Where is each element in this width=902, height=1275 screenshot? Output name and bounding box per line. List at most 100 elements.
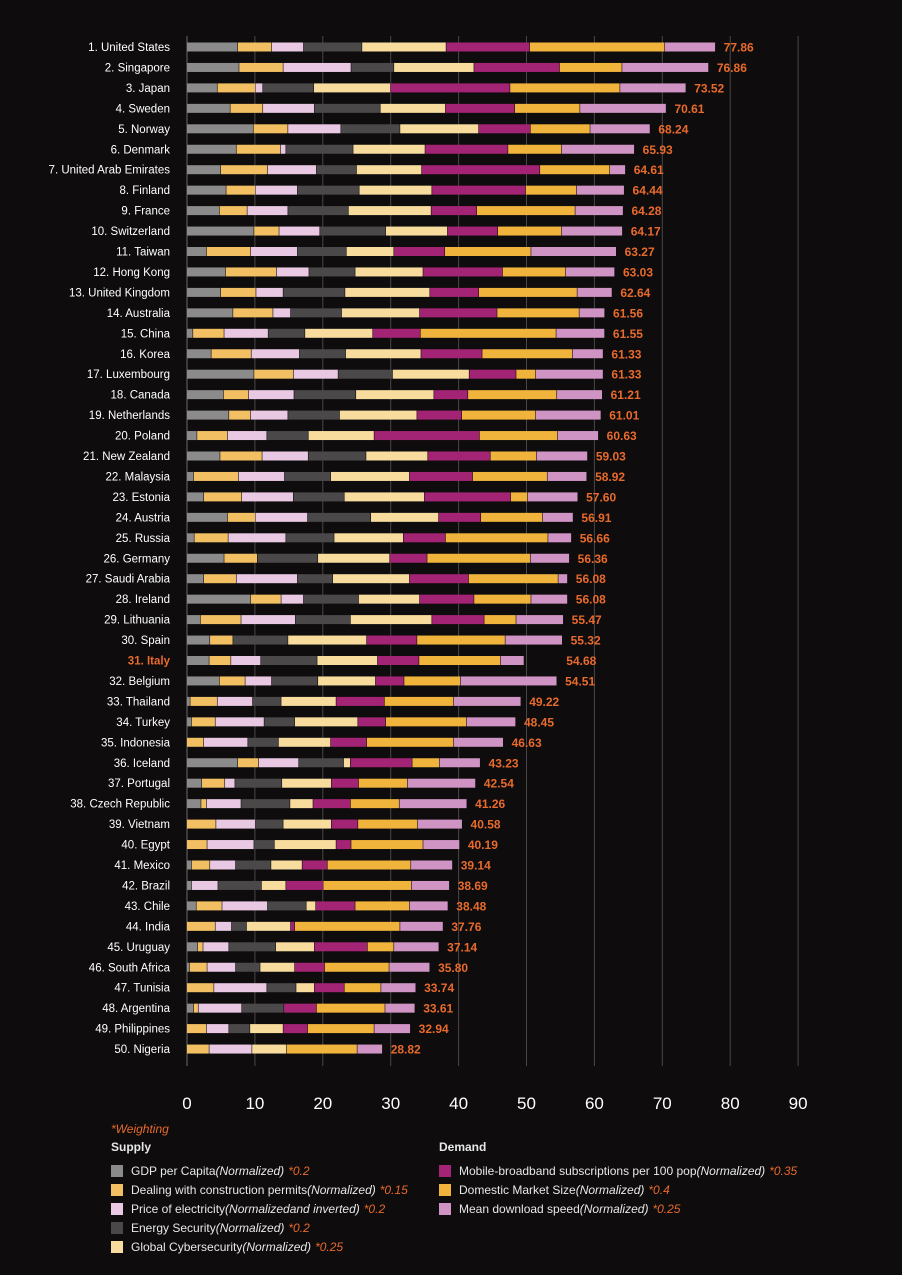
total-value-label: 35.80	[438, 961, 468, 975]
bar-segment	[216, 819, 255, 829]
bar-segment	[187, 451, 220, 461]
bar-segment	[307, 1024, 374, 1034]
category-label: 18. Canada	[111, 390, 171, 402]
bar-segment	[220, 165, 268, 175]
bar-segment	[281, 696, 336, 706]
bar-segment	[318, 676, 376, 686]
bar-segment	[314, 983, 344, 993]
bar-segment	[314, 103, 380, 113]
bar-segment	[514, 103, 580, 113]
bar-segment	[187, 615, 200, 625]
bar-segment	[481, 512, 543, 522]
bar-segment	[187, 390, 224, 400]
category-label: 43. Chile	[125, 901, 170, 913]
bar-segment	[313, 799, 351, 809]
bar-segment	[196, 901, 222, 911]
legend-item: Domestic Market Size (Normalized) *0.4	[439, 1180, 797, 1199]
bar-segment	[279, 226, 320, 236]
bar-segment	[231, 656, 261, 665]
bar-segment	[233, 308, 273, 318]
bar-segment	[290, 799, 313, 809]
bar-segment	[558, 574, 568, 584]
category-label: 31. Italy	[128, 656, 171, 668]
bar-segment	[358, 819, 418, 829]
total-value-label: 33.61	[423, 1002, 453, 1016]
bar-segment	[445, 533, 548, 543]
bar-segment	[572, 349, 603, 359]
bar-segment	[275, 942, 315, 952]
x-tick-label: 90	[789, 1094, 808, 1113]
legend-swatch	[111, 1183, 123, 1196]
bar-segment	[222, 901, 268, 911]
bar-segment	[353, 144, 425, 154]
bar-segment	[235, 860, 271, 870]
bar-segment	[421, 349, 482, 359]
bar-segment	[366, 737, 454, 747]
bar-segment	[316, 165, 357, 175]
bar-segment	[445, 247, 531, 256]
bar-segment	[293, 369, 338, 379]
total-value-label: 43.23	[489, 756, 519, 770]
bar-segment	[447, 226, 498, 236]
bar-segment	[358, 594, 420, 604]
bar-segment	[380, 103, 446, 113]
bar-segment	[308, 451, 366, 461]
total-value-label: 73.52	[694, 81, 724, 95]
bar-segment	[404, 676, 461, 686]
bar-segment	[305, 328, 373, 338]
category-label: 34. Turkey	[116, 717, 170, 729]
legend-weight: *0.25	[315, 1239, 344, 1254]
bar-row	[187, 390, 603, 400]
bar-segment	[453, 696, 521, 706]
total-value-label: 56.66	[580, 531, 610, 545]
bar-segment	[294, 921, 400, 931]
bar-row	[187, 942, 439, 952]
bar-segment	[446, 42, 530, 52]
bar-segment	[187, 799, 201, 809]
legend-item: Mean download speed (Normalized) *0.25	[439, 1199, 797, 1218]
bar-segment	[187, 717, 192, 727]
bar-segment	[394, 247, 445, 256]
bar-row	[187, 819, 462, 829]
bar-segment	[425, 144, 508, 154]
bar-segment	[314, 942, 368, 952]
bar-segment	[409, 471, 473, 481]
bar-segment	[297, 574, 333, 584]
bar-segment	[343, 758, 351, 768]
bar-segment	[187, 962, 190, 972]
bar-row	[187, 840, 460, 850]
bar-segment	[377, 656, 419, 665]
bar-segment	[286, 533, 334, 543]
category-label: 35. Indonesia	[101, 737, 171, 749]
bar-segment	[187, 410, 229, 420]
bar-row	[187, 737, 504, 747]
bar-segment	[207, 840, 254, 850]
total-value-label: 37.14	[447, 940, 477, 954]
bar-segment	[191, 860, 210, 870]
bar-segment	[334, 533, 404, 543]
bar-row	[187, 124, 650, 134]
total-value-label: 38.48	[456, 899, 486, 913]
bar-row	[187, 656, 524, 665]
bar-segment	[359, 185, 432, 195]
category-label: 46. South Africa	[89, 962, 171, 974]
bar-segment	[324, 962, 389, 972]
bar-segment	[268, 328, 305, 338]
legend-qualifier: (Normalized)	[242, 1239, 312, 1254]
bar-segment	[527, 492, 578, 502]
bar-segment	[187, 165, 221, 175]
bar-segment	[531, 247, 617, 256]
bar-row	[187, 451, 588, 461]
total-value-label: 61.21	[611, 388, 641, 402]
bar-segment	[193, 328, 224, 338]
bar-segment	[187, 942, 198, 952]
bar-segment	[261, 880, 286, 890]
bar-segment	[407, 778, 476, 788]
bar-segment	[193, 1003, 198, 1013]
bar-segment	[400, 921, 443, 931]
category-label: 23. Estonia	[112, 492, 170, 504]
total-value-label: 76.86	[717, 61, 747, 75]
bar-segment	[250, 247, 298, 256]
bar-segment	[211, 349, 251, 359]
bar-segment	[255, 185, 298, 195]
